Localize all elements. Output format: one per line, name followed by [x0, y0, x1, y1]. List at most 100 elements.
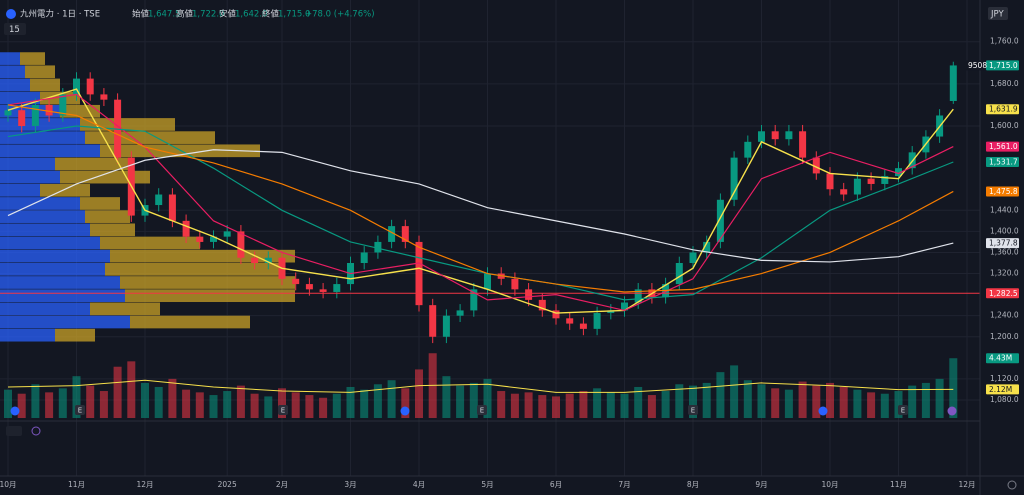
candle-body — [867, 178, 875, 184]
profile-up — [0, 328, 55, 342]
dividend-marker[interactable] — [400, 406, 410, 416]
candle-body — [758, 131, 765, 142]
profile-up — [0, 144, 100, 158]
candle-body — [730, 157, 738, 200]
dividend-marker[interactable] — [818, 406, 828, 416]
volume-bar — [141, 382, 149, 418]
profile-up — [0, 236, 100, 250]
volume-bar — [387, 380, 396, 418]
profile-up — [0, 118, 80, 131]
price-tag — [986, 141, 1019, 152]
profile-up — [0, 315, 130, 329]
open-value: 1,647.5 — [148, 10, 180, 20]
profile-down — [85, 210, 130, 223]
profile-up — [0, 249, 110, 263]
profile-down — [130, 315, 250, 329]
event-marker[interactable] — [898, 405, 908, 415]
profile-down — [120, 276, 295, 289]
price-tag-label: 1,561.0 — [989, 142, 1018, 151]
volume-bar — [17, 393, 26, 418]
candle-body — [621, 302, 628, 311]
indicator-toggle[interactable] — [4, 23, 26, 35]
event-label: E — [480, 407, 484, 415]
profile-down — [80, 197, 120, 210]
volume-bar — [483, 378, 492, 418]
event-marker[interactable] — [75, 405, 85, 415]
pane-icon[interactable] — [31, 426, 41, 436]
volume-bar — [853, 389, 862, 418]
settings-icon[interactable] — [1007, 480, 1017, 490]
x-tick-label: 9月 — [755, 480, 767, 489]
symbol-icon[interactable] — [6, 9, 16, 19]
currency-box[interactable] — [988, 7, 1008, 20]
volume-bar — [182, 389, 191, 418]
volume-bar — [743, 380, 752, 418]
profile-up — [0, 276, 120, 289]
event-marker[interactable] — [278, 405, 288, 415]
close-label: 終値 — [262, 9, 280, 20]
volume-bar — [510, 393, 519, 418]
profile-up — [0, 210, 85, 223]
symbol-code: 9508 — [968, 61, 987, 70]
candle-body — [415, 241, 423, 306]
currency: JPY — [990, 10, 1004, 20]
open-label: 始値 — [132, 9, 150, 20]
volume-bar — [469, 382, 478, 418]
high-label: 高値 — [176, 9, 194, 20]
profile-up — [0, 223, 90, 237]
candle-body — [31, 104, 39, 127]
volume-bar — [154, 386, 163, 418]
symbol[interactable]: 九州電力 · 1日 · TSE — [20, 9, 100, 20]
candle-body — [593, 313, 601, 329]
candle-body — [689, 252, 697, 263]
indicator-count: 15 — [9, 25, 20, 35]
volume-bar — [579, 391, 588, 418]
profile-up — [0, 52, 20, 65]
price-axis: 1,080.0 1,120.0 1,200.0 1,240.0 1,320.0 1,360… — [990, 37, 1019, 404]
candle-body — [374, 241, 382, 253]
volume-bar — [250, 393, 259, 418]
candle-body — [59, 94, 67, 116]
volume-bar — [826, 382, 834, 418]
volume-bar — [565, 393, 574, 418]
volume-bar — [45, 392, 54, 418]
candle-body — [305, 284, 313, 290]
event-label: E — [901, 407, 905, 415]
event-marker[interactable] — [688, 405, 698, 415]
price-tag — [986, 288, 1019, 299]
price-tag-label: 1,282.5 — [989, 289, 1018, 298]
x-tick-label: 4月 — [413, 480, 425, 489]
candle-body — [949, 65, 957, 101]
volume-bar — [332, 393, 341, 418]
pane-toggle[interactable] — [6, 426, 22, 436]
candle-body — [292, 278, 300, 285]
y-tick-label: 1,360.0 — [990, 247, 1019, 256]
candle-body — [716, 199, 724, 242]
candle-body — [552, 310, 560, 319]
news-marker[interactable] — [947, 406, 957, 416]
event-marker[interactable] — [477, 405, 487, 415]
x-tick-label: 8月 — [687, 480, 699, 489]
volume-bar — [921, 382, 930, 418]
low-label: 安値 — [219, 9, 237, 20]
volume-bar — [415, 369, 423, 418]
volume-bar — [606, 392, 615, 418]
volume-tag-label: 4.43M — [989, 354, 1012, 363]
candle-body — [525, 289, 533, 300]
candle-body — [251, 257, 259, 263]
candle-body — [470, 289, 478, 311]
volume-bar — [278, 388, 286, 418]
candle-body — [182, 220, 190, 237]
candle-body — [223, 231, 231, 237]
change: +78.0 (+4.76%) — [305, 10, 375, 20]
volume-bar — [360, 389, 369, 418]
dividend-marker[interactable] — [10, 406, 20, 416]
candle-body — [429, 305, 437, 337]
candle-body — [264, 257, 272, 263]
y-tick-label: 1,320.0 — [990, 269, 1019, 278]
low-value: 1,642.0 — [235, 10, 267, 20]
candle-body — [826, 173, 834, 190]
volume-bar — [949, 358, 958, 418]
price-tag — [986, 238, 1019, 249]
price-tags: 1,631.9 1,561.0 1,531.7 1,475.8 1,377.8 1,282… — [966, 60, 1019, 395]
